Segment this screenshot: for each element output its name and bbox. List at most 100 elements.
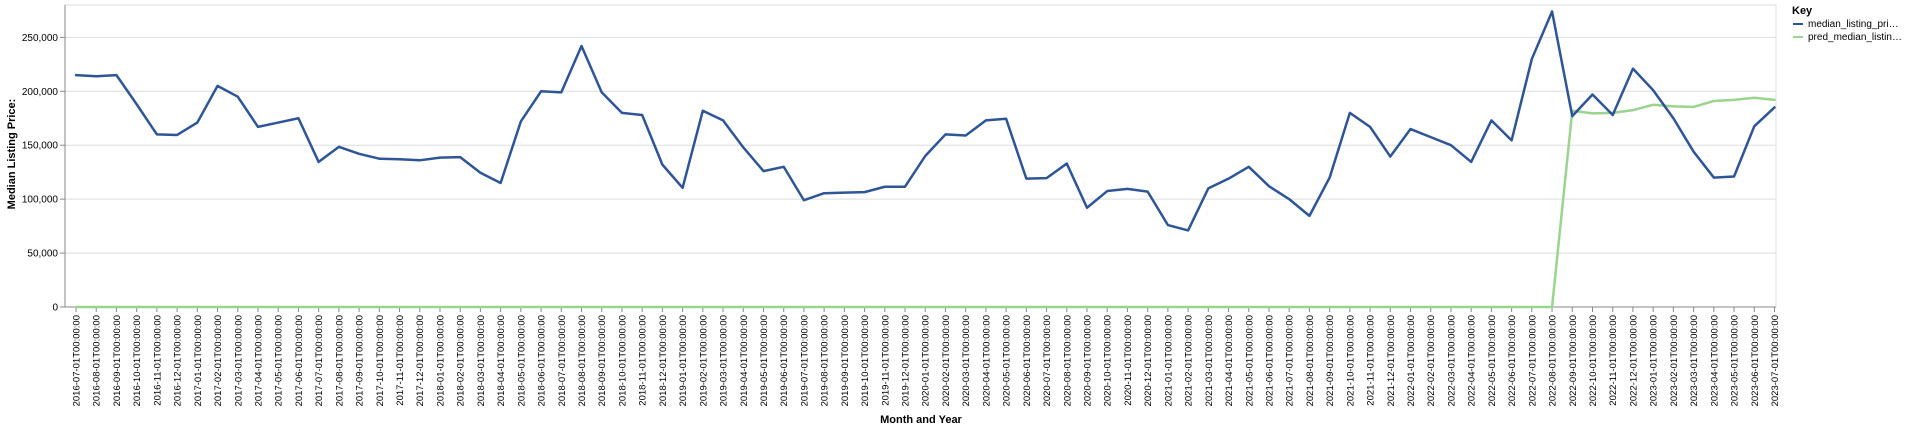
x-tick-label: 2019-06-01T00:00:00 [779, 315, 790, 406]
x-tick-label: 2017-10-01T00:00:00 [375, 315, 386, 406]
x-tick-label: 2018-05-01T00:00:00 [516, 315, 527, 406]
x-tick-label: 2021-05-01T00:00:00 [1244, 315, 1255, 406]
x-tick-label: 2020-08-01T00:00:00 [1062, 315, 1073, 406]
x-tick-label: 2019-05-01T00:00:00 [759, 315, 770, 406]
x-tick-label: 2018-10-01T00:00:00 [617, 315, 628, 406]
y-tick-label: 200,000 [22, 87, 59, 98]
x-tick-label: 2018-12-01T00:00:00 [658, 315, 669, 406]
x-tick-label: 2022-05-01T00:00:00 [1487, 315, 1498, 406]
y-axis-title: Median Listing Price: [6, 99, 18, 210]
x-tick-label: 2020-06-01T00:00:00 [1022, 315, 1033, 406]
x-tick-label: 2020-02-01T00:00:00 [941, 315, 952, 406]
x-tick-label: 2021-06-01T00:00:00 [1264, 315, 1275, 406]
y-tick-label: 150,000 [22, 141, 59, 152]
x-tick-label: 2021-12-01T00:00:00 [1386, 315, 1397, 406]
x-tick-label: 2021-10-01T00:00:00 [1345, 315, 1356, 406]
x-tick-label: 2016-08-01T00:00:00 [92, 315, 103, 406]
x-tick-label: 2022-11-01T00:00:00 [1608, 315, 1619, 406]
x-tick-label: 2017-08-01T00:00:00 [334, 315, 345, 406]
x-tick-label: 2021-02-01T00:00:00 [1184, 315, 1195, 406]
x-tick-label: 2016-11-01T00:00:00 [152, 315, 163, 406]
x-tick-label: 2018-02-01T00:00:00 [456, 315, 467, 406]
x-tick-label: 2018-01-01T00:00:00 [435, 315, 446, 406]
gridlines [64, 4, 1777, 308]
x-tick-label: 2020-10-01T00:00:00 [1103, 315, 1114, 406]
x-tick-label: 2017-01-01T00:00:00 [193, 315, 204, 406]
x-tick-label: 2022-08-01T00:00:00 [1548, 315, 1559, 406]
x-tick-label: 2017-03-01T00:00:00 [233, 315, 244, 406]
x-tick-label: 2019-01-01T00:00:00 [678, 315, 689, 406]
x-tick-label: 2017-04-01T00:00:00 [253, 315, 264, 406]
x-tick-label: 2017-09-01T00:00:00 [355, 315, 366, 406]
x-tick-label: 2019-12-01T00:00:00 [901, 315, 912, 406]
x-tick-label: 2016-07-01T00:00:00 [72, 315, 83, 406]
x-axis-title: Month and Year [880, 414, 962, 426]
x-tick-label: 2022-06-01T00:00:00 [1507, 315, 1518, 406]
x-tick-label: 2020-05-01T00:00:00 [1002, 315, 1013, 406]
x-tick-label: 2020-11-01T00:00:00 [1123, 315, 1134, 406]
x-tick-label: 2016-12-01T00:00:00 [173, 315, 184, 406]
x-tick-label: 2020-04-01T00:00:00 [981, 315, 992, 406]
x-tick-label: 2023-07-01T00:00:00 [1770, 315, 1781, 406]
legend-title: Key [1792, 5, 1813, 17]
x-tick-label: 2019-07-01T00:00:00 [799, 315, 810, 406]
x-tick-label: 2017-07-01T00:00:00 [314, 315, 325, 406]
x-tick-label: 2022-07-01T00:00:00 [1527, 315, 1538, 406]
series-line-pred-median-listing-price [74, 96, 1776, 309]
x-tick-label: 2019-02-01T00:00:00 [698, 315, 709, 406]
x-tick-label: 2022-10-01T00:00:00 [1588, 315, 1599, 406]
x-tick-label: 2017-05-01T00:00:00 [274, 315, 285, 406]
x-tick-label: 2023-03-01T00:00:00 [1689, 315, 1700, 406]
x-tick-label: 2016-10-01T00:00:00 [132, 315, 143, 406]
x-tick-label: 2018-04-01T00:00:00 [496, 315, 507, 406]
x-tick-label: 2018-08-01T00:00:00 [577, 315, 588, 406]
x-tick-label: 2022-09-01T00:00:00 [1568, 315, 1579, 406]
series-line-median-listing-price [74, 10, 1776, 232]
x-tick-label: 2022-04-01T00:00:00 [1467, 315, 1478, 406]
x-tick-label: 2019-03-01T00:00:00 [719, 315, 730, 406]
x-tick-label: 2018-03-01T00:00:00 [476, 315, 487, 406]
y-tick-label: 50,000 [27, 249, 58, 260]
x-tick-label: 2022-03-01T00:00:00 [1446, 315, 1457, 406]
y-tick-label: 250,000 [22, 33, 59, 44]
x-tick-label: 2018-06-01T00:00:00 [537, 315, 548, 406]
x-tick-label: 2019-09-01T00:00:00 [840, 315, 851, 406]
x-tick-label: 2018-11-01T00:00:00 [638, 315, 649, 406]
x-tick-label: 2017-11-01T00:00:00 [395, 315, 406, 406]
x-tick-label: 2017-06-01T00:00:00 [294, 315, 305, 406]
x-tick-label: 2022-12-01T00:00:00 [1628, 315, 1639, 406]
x-tick-label: 2017-12-01T00:00:00 [415, 315, 426, 406]
x-tick-label: 2022-02-01T00:00:00 [1426, 315, 1437, 406]
x-tick-label: 2023-01-01T00:00:00 [1649, 315, 1660, 406]
x-tick-label: 2018-07-01T00:00:00 [557, 315, 568, 406]
x-tick-label: 2022-01-01T00:00:00 [1406, 315, 1417, 406]
x-tick-label: 2021-11-01T00:00:00 [1366, 315, 1377, 406]
x-tick-label: 2023-02-01T00:00:00 [1669, 315, 1680, 406]
x-tick-label: 2021-01-01T00:00:00 [1163, 315, 1174, 406]
x-tick-label: 2020-01-01T00:00:00 [921, 315, 932, 406]
x-axis: 2016-07-01T00:00:00 2016-08-01T00:00:00 20… [65, 306, 1781, 406]
x-tick-label: 2021-08-01T00:00:00 [1305, 315, 1316, 406]
legend-label: median_listing_pri… [1808, 19, 1899, 30]
y-tick-label: 0 [52, 303, 58, 314]
y-tick-label: 100,000 [22, 195, 59, 206]
x-tick-label: 2019-04-01T00:00:00 [739, 315, 750, 406]
x-tick-label: 2020-07-01T00:00:00 [1042, 315, 1053, 406]
x-tick-label: 2019-08-01T00:00:00 [820, 315, 831, 406]
legend-items: median_listing_pri… pred_median_listin… [1793, 19, 1902, 43]
y-axis: 0 50,000 100,000 150,000 200,000 250,000 [22, 5, 66, 314]
x-tick-label: 2019-10-01T00:00:00 [860, 315, 871, 406]
x-tick-label: 2020-12-01T00:00:00 [1143, 315, 1154, 406]
x-tick-label: 2017-02-01T00:00:00 [213, 315, 224, 406]
x-tick-label: 2020-03-01T00:00:00 [961, 315, 972, 406]
x-tick-label: 2021-09-01T00:00:00 [1325, 315, 1336, 406]
x-tick-label: 2023-06-01T00:00:00 [1750, 315, 1761, 406]
series-lines [74, 10, 1776, 309]
x-tick-label: 2021-04-01T00:00:00 [1224, 315, 1235, 406]
x-tick-label: 2016-09-01T00:00:00 [112, 315, 123, 406]
legend-label: pred_median_listin… [1808, 32, 1902, 43]
x-tick-label: 2021-07-01T00:00:00 [1285, 315, 1296, 406]
plot-frame [64, 4, 1777, 308]
